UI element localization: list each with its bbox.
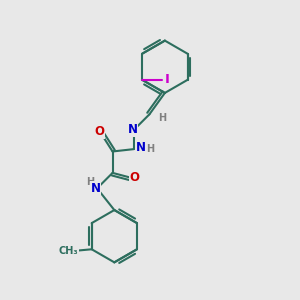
Text: O: O [130,171,140,184]
Text: O: O [94,125,104,138]
Text: H: H [146,143,154,154]
Text: N: N [128,123,137,136]
Text: I: I [165,74,170,86]
Text: N: N [91,182,100,195]
Text: N: N [136,141,146,154]
Text: CH₃: CH₃ [59,246,79,256]
Text: H: H [86,177,94,187]
Text: H: H [158,113,166,123]
